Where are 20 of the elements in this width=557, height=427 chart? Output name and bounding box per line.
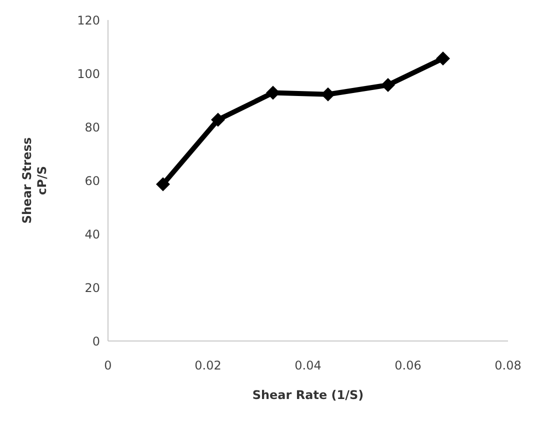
y-tick-label: 0 [92, 334, 100, 348]
x-tick-label: 0.04 [294, 358, 322, 373]
point [321, 87, 335, 102]
x-axis-title: Shear Rate (1/S) [252, 388, 364, 402]
y-axis-title: Shear Stress cP/S [20, 137, 49, 224]
point [211, 112, 225, 127]
point [381, 78, 395, 92]
y-tick-label: 120 [77, 13, 100, 28]
point [156, 177, 170, 192]
y-tick-label: 80 [84, 120, 100, 134]
x-tick-label: 0.08 [494, 358, 522, 373]
y-tick-label: 100 [77, 66, 100, 81]
x-tick-label: 0.02 [194, 358, 222, 373]
x-tick-label: 0 [104, 358, 112, 373]
y-tick-label: 60 [84, 174, 100, 188]
point [436, 52, 450, 66]
point [266, 86, 280, 100]
y-tick-label: 20 [84, 280, 100, 295]
y-tick-label: 40 [84, 227, 100, 242]
x-tick-label: 0.06 [394, 358, 422, 373]
